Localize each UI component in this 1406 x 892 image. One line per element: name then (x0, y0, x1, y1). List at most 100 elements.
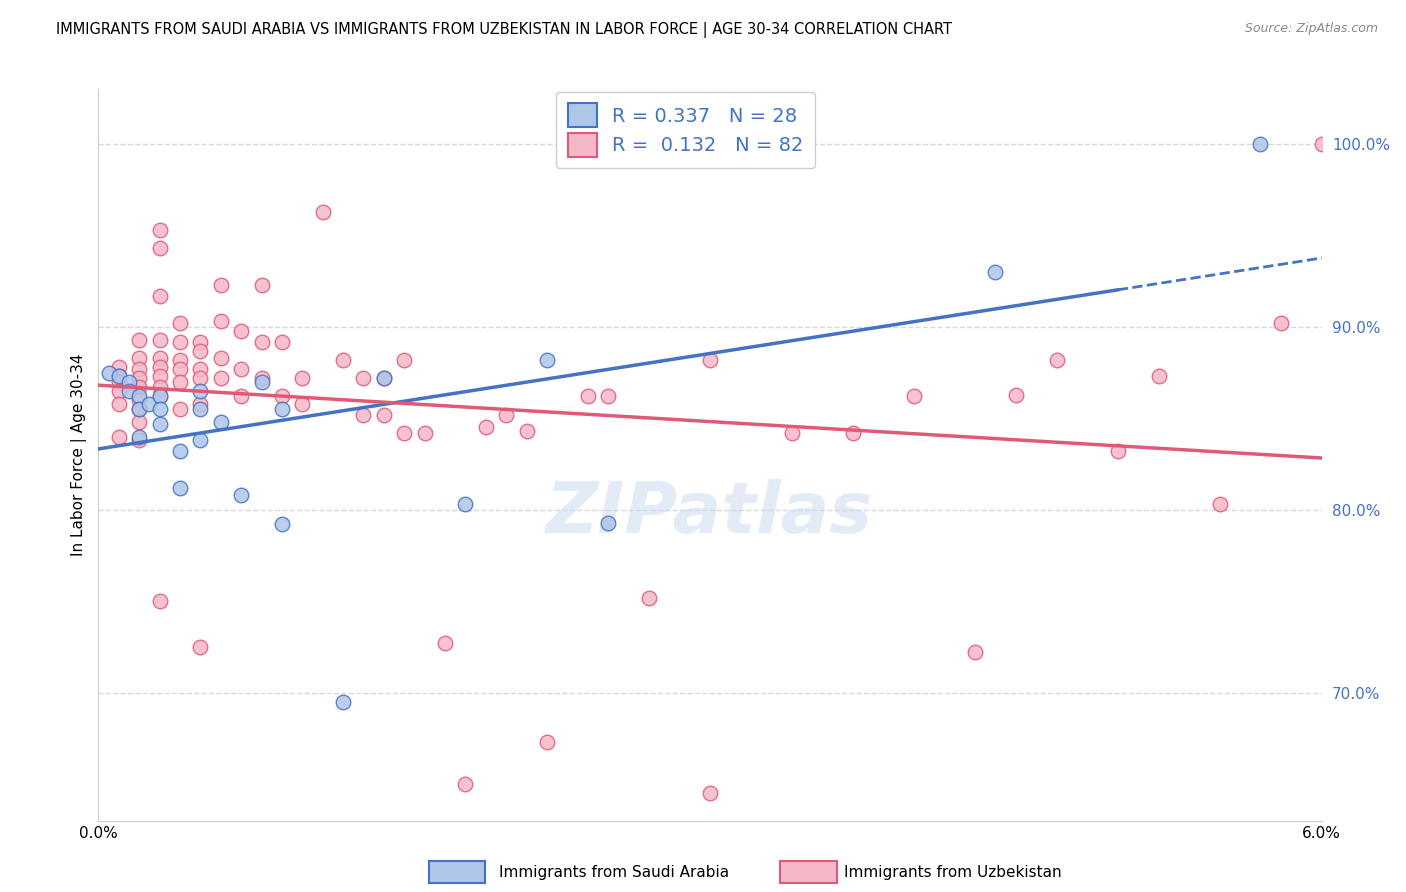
Point (188, 397, 212, 411)
Point (291, 397, 314, 411)
Point (231, 324, 253, 338)
Point (128, 415, 150, 429)
Point (108, 397, 131, 411)
Point (169, 334, 191, 349)
Point (128, 371, 150, 385)
Point (209, 277, 232, 292)
Point (128, 392, 150, 407)
Point (536, 735, 558, 749)
Point (138, 397, 160, 411)
Point (1147, 369, 1170, 384)
Point (291, 371, 314, 385)
Point (392, 425, 416, 440)
Point (169, 444, 191, 458)
Point (97, 366, 120, 380)
Point (474, 420, 498, 434)
Legend: R = 0.337   N = 28, R =  0.132   N = 82: R = 0.337 N = 28, R = 0.132 N = 82 (555, 92, 815, 169)
Point (149, 380, 172, 394)
Point (250, 277, 273, 292)
Point (1045, 352, 1069, 367)
Point (332, 695, 354, 709)
Point (149, 417, 172, 431)
Point (270, 517, 292, 532)
Point (188, 384, 212, 398)
Point (231, 389, 253, 403)
Point (128, 402, 150, 417)
Point (598, 389, 620, 403)
Point (352, 408, 374, 422)
Point (149, 333, 172, 347)
Point (188, 343, 212, 358)
Point (1208, 497, 1232, 511)
Point (118, 375, 141, 389)
Point (149, 241, 172, 255)
Point (128, 380, 150, 394)
Point (169, 316, 191, 330)
Point (903, 389, 925, 403)
Point (1310, 136, 1333, 151)
Point (169, 362, 191, 376)
Point (495, 408, 517, 422)
Point (209, 351, 232, 365)
Point (413, 425, 436, 440)
Point (188, 640, 212, 654)
Text: Immigrants from Uzbekistan: Immigrants from Uzbekistan (844, 865, 1062, 880)
Point (1270, 316, 1292, 330)
Point (270, 389, 292, 403)
Point (250, 334, 273, 349)
Point (699, 786, 721, 800)
Point (128, 351, 150, 365)
Point (373, 371, 395, 385)
Point (250, 375, 273, 389)
Point (433, 636, 456, 650)
Text: Immigrants from Saudi Arabia: Immigrants from Saudi Arabia (499, 865, 730, 880)
Point (637, 591, 661, 605)
Point (108, 369, 131, 384)
Point (373, 371, 395, 385)
Point (270, 402, 292, 417)
Point (454, 777, 477, 791)
Point (1004, 387, 1026, 401)
Point (352, 371, 374, 385)
Point (149, 289, 172, 303)
Point (149, 389, 172, 403)
Point (373, 408, 395, 422)
Point (963, 645, 986, 659)
Point (270, 334, 292, 349)
Point (108, 369, 131, 384)
Text: IMMIGRANTS FROM SAUDI ARABIA VS IMMIGRANTS FROM UZBEKISTAN IN LABOR FORCE | AGE : IMMIGRANTS FROM SAUDI ARABIA VS IMMIGRAN… (56, 22, 952, 38)
Point (149, 594, 172, 608)
Point (231, 488, 253, 502)
Point (149, 389, 172, 403)
Point (392, 352, 416, 367)
Point (169, 375, 191, 389)
Point (128, 389, 150, 403)
Point (576, 389, 599, 403)
Text: Source: ZipAtlas.com: Source: ZipAtlas.com (1244, 22, 1378, 36)
Point (169, 402, 191, 417)
Y-axis label: In Labor Force | Age 30-34: In Labor Force | Age 30-34 (72, 353, 87, 557)
Point (149, 402, 172, 417)
Point (1107, 444, 1129, 458)
Point (128, 430, 150, 444)
Point (128, 402, 150, 417)
Point (188, 402, 212, 417)
Point (699, 352, 721, 367)
Point (169, 481, 191, 495)
Point (108, 430, 131, 444)
Point (984, 265, 1007, 279)
Point (188, 362, 212, 376)
Point (188, 434, 212, 448)
Point (149, 360, 172, 375)
Point (209, 314, 232, 328)
Point (250, 371, 273, 385)
Point (311, 204, 335, 219)
Point (1249, 136, 1271, 151)
Point (149, 351, 172, 365)
Point (108, 384, 131, 398)
Point (454, 497, 477, 511)
Point (332, 352, 354, 367)
Point (149, 369, 172, 384)
Point (169, 352, 191, 367)
Point (780, 425, 803, 440)
